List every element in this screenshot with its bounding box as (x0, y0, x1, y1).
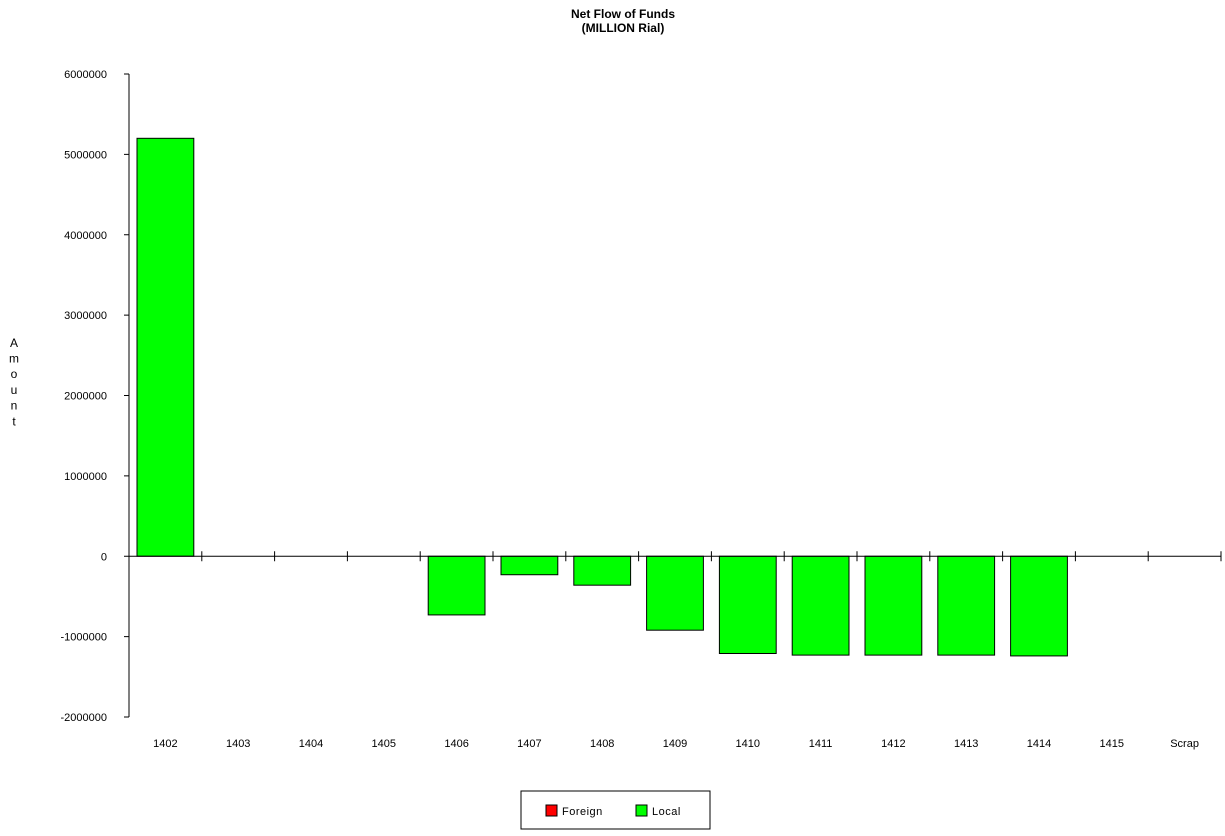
x-tick-label: 1413 (954, 738, 978, 750)
bar-local-1413 (937, 555, 996, 656)
y-axis-label-letter: o (11, 367, 18, 381)
x-tick-label: 1406 (444, 738, 468, 750)
bar-local-1412 (864, 555, 923, 656)
bars-group (136, 137, 1068, 657)
legend: Foreign Local (520, 790, 711, 830)
x-tick-label: 1403 (226, 738, 250, 750)
bar-local-1408 (573, 555, 632, 586)
chart-subtitle: (MILLION Rial) (582, 21, 665, 35)
x-tick-label: 1410 (736, 738, 760, 750)
x-tick-label: 1405 (372, 738, 396, 750)
y-axis-label-letter: m (9, 351, 19, 365)
y-axis-label-letter: t (12, 414, 16, 428)
y-tick-label: 5000000 (64, 149, 107, 161)
y-ticks-group: 6000000 5000000 4000000 3000000 2000000 10000… (61, 69, 129, 724)
bar-local-1411 (791, 555, 850, 656)
x-tick-label: 1408 (590, 738, 614, 750)
x-tick-label: 1411 (809, 738, 833, 750)
x-tick-label: 1409 (663, 738, 687, 750)
x-tick-label: 1407 (517, 738, 541, 750)
chart-title: Net Flow of Funds (571, 7, 675, 21)
y-tick-label: 3000000 (64, 310, 107, 322)
bar-local-1414 (1010, 555, 1068, 657)
y-axis-label-letter: n (11, 399, 18, 413)
x-tick-label: 1415 (1100, 738, 1124, 750)
x-ticks-group: 1402 1403 1404 1405 1406 1407 1408 1409 1410 1411… (153, 551, 1222, 750)
bar-local-1402 (136, 137, 195, 557)
bar-local-1407 (500, 555, 559, 576)
x-tick-label: 1414 (1027, 738, 1051, 750)
y-tick-label: 2000000 (64, 391, 107, 403)
legend-swatch-local (635, 804, 648, 817)
y-tick-label: 6000000 (64, 69, 107, 81)
x-tick-label: Scrap (1170, 738, 1199, 750)
legend-label-local: Local (652, 806, 681, 818)
legend-swatch-foreign (545, 804, 558, 817)
y-axis-label-letter: A (10, 336, 18, 350)
y-tick-label: 0 (101, 551, 107, 563)
bar-local-1406 (427, 555, 486, 616)
y-tick-label: -2000000 (61, 712, 108, 724)
y-tick-label: 1000000 (64, 471, 107, 483)
bar-local-1409 (646, 555, 704, 631)
y-tick-label: -1000000 (61, 632, 108, 644)
y-tick-label: 4000000 (64, 230, 107, 242)
x-tick-label: 1412 (881, 738, 905, 750)
x-tick-label: 1402 (153, 738, 177, 750)
y-axis-label-letter: u (11, 383, 18, 397)
x-tick-label: 1404 (299, 738, 323, 750)
legend-label-foreign: Foreign (562, 806, 603, 818)
bar-local-1410 (718, 555, 777, 655)
